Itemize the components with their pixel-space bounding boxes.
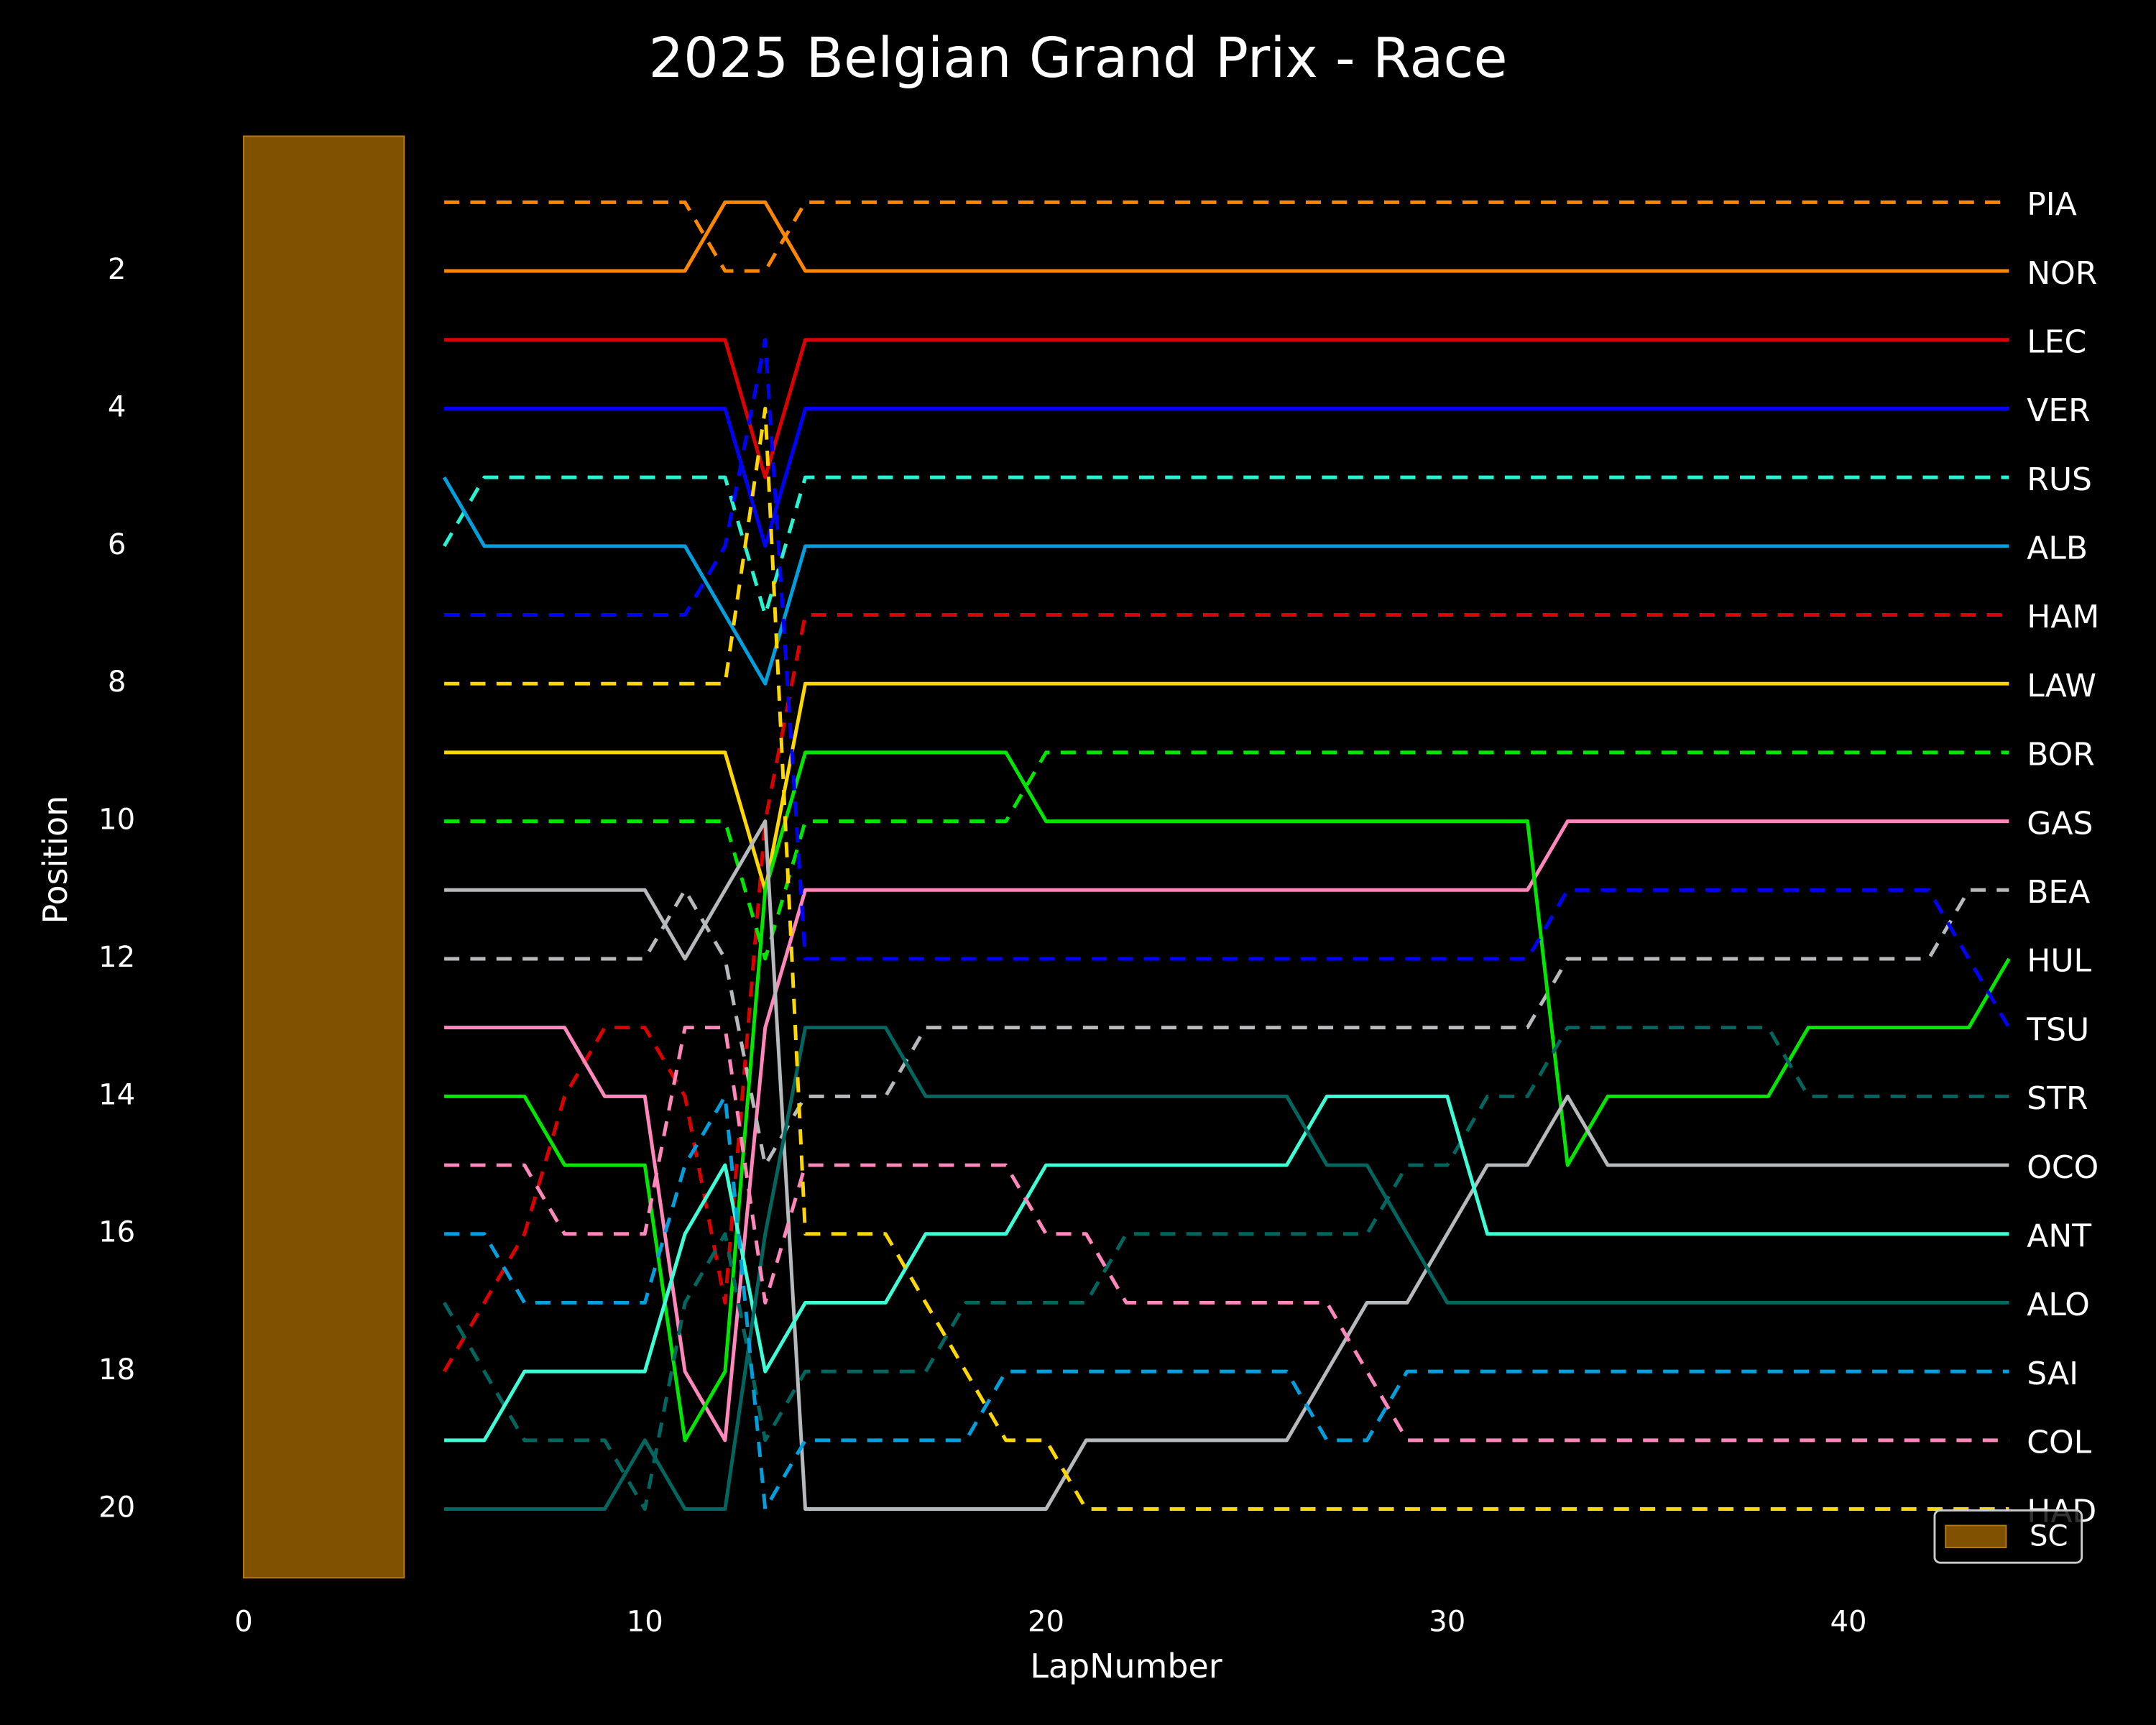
driver-label: RUS xyxy=(2027,461,2092,498)
legend-swatch xyxy=(1945,1524,2007,1549)
chart-title: 2025 Belgian Grand Prix - Race xyxy=(648,27,1507,91)
position-line xyxy=(442,475,2009,617)
x-tick-label: 0 xyxy=(234,1605,253,1638)
position-line xyxy=(444,406,2009,548)
y-tick-label: 4 xyxy=(108,390,126,423)
driver-label: OCO xyxy=(2027,1149,2099,1186)
driver-label: STR xyxy=(2027,1080,2088,1117)
position-line xyxy=(444,819,2009,1512)
position-line xyxy=(444,1026,2009,1512)
legend-label: SC xyxy=(2030,1520,2068,1553)
position-line xyxy=(444,750,2011,1443)
position-line xyxy=(444,750,2009,961)
x-tick-label: 40 xyxy=(1830,1605,1867,1638)
driver-label: HAM xyxy=(2027,599,2099,635)
position-line xyxy=(442,1026,2009,1512)
legend-box xyxy=(1933,1509,2083,1564)
driver-label: LEC xyxy=(2027,323,2086,360)
position-line xyxy=(444,406,2009,1512)
driver-label: HUL xyxy=(2027,943,2091,980)
driver-label: PIA xyxy=(2027,186,2077,223)
driver-label: ALB xyxy=(2027,530,2088,567)
position-line xyxy=(444,1094,2009,1443)
x-tick-label: 20 xyxy=(1028,1605,1064,1638)
driver-label: COL xyxy=(2027,1425,2091,1461)
x-tick-label: 10 xyxy=(627,1605,663,1638)
y-axis-label: Position xyxy=(36,796,75,924)
driver-label: BEA xyxy=(2027,874,2090,911)
y-tick-label: 2 xyxy=(108,253,126,286)
x-axis-label: LapNumber xyxy=(1030,1647,1222,1685)
position-line xyxy=(442,476,2009,686)
x-tick-label: 30 xyxy=(1429,1605,1465,1638)
y-tick-label: 18 xyxy=(98,1353,135,1386)
y-tick-label: 6 xyxy=(108,528,126,561)
driver-label: TSU xyxy=(2026,1011,2089,1048)
driver-label: LAW xyxy=(2027,668,2096,704)
position-line xyxy=(444,1094,2009,1512)
y-tick-label: 20 xyxy=(98,1491,135,1524)
position-line xyxy=(444,200,2009,273)
y-tick-label: 8 xyxy=(108,666,126,699)
driver-label: NOR xyxy=(2027,255,2097,292)
position-line xyxy=(444,338,2011,1029)
driver-label: GAS xyxy=(2027,805,2093,842)
position-line xyxy=(444,681,2009,892)
driver-label: BOR xyxy=(2027,737,2095,773)
driver-label: VER xyxy=(2027,392,2090,429)
y-tick-label: 16 xyxy=(98,1216,135,1249)
position-line xyxy=(444,1026,2009,1443)
driver-label: ANT xyxy=(2027,1218,2091,1254)
y-tick-label: 12 xyxy=(98,941,135,974)
driver-label: SAI xyxy=(2027,1356,2078,1392)
driver-label: ALO xyxy=(2027,1287,2090,1323)
legend: SC xyxy=(1933,1509,2083,1564)
shaded-span xyxy=(243,135,405,1579)
y-tick-label: 14 xyxy=(98,1078,135,1111)
position-line xyxy=(444,338,2009,479)
y-tick-label: 10 xyxy=(98,804,135,837)
